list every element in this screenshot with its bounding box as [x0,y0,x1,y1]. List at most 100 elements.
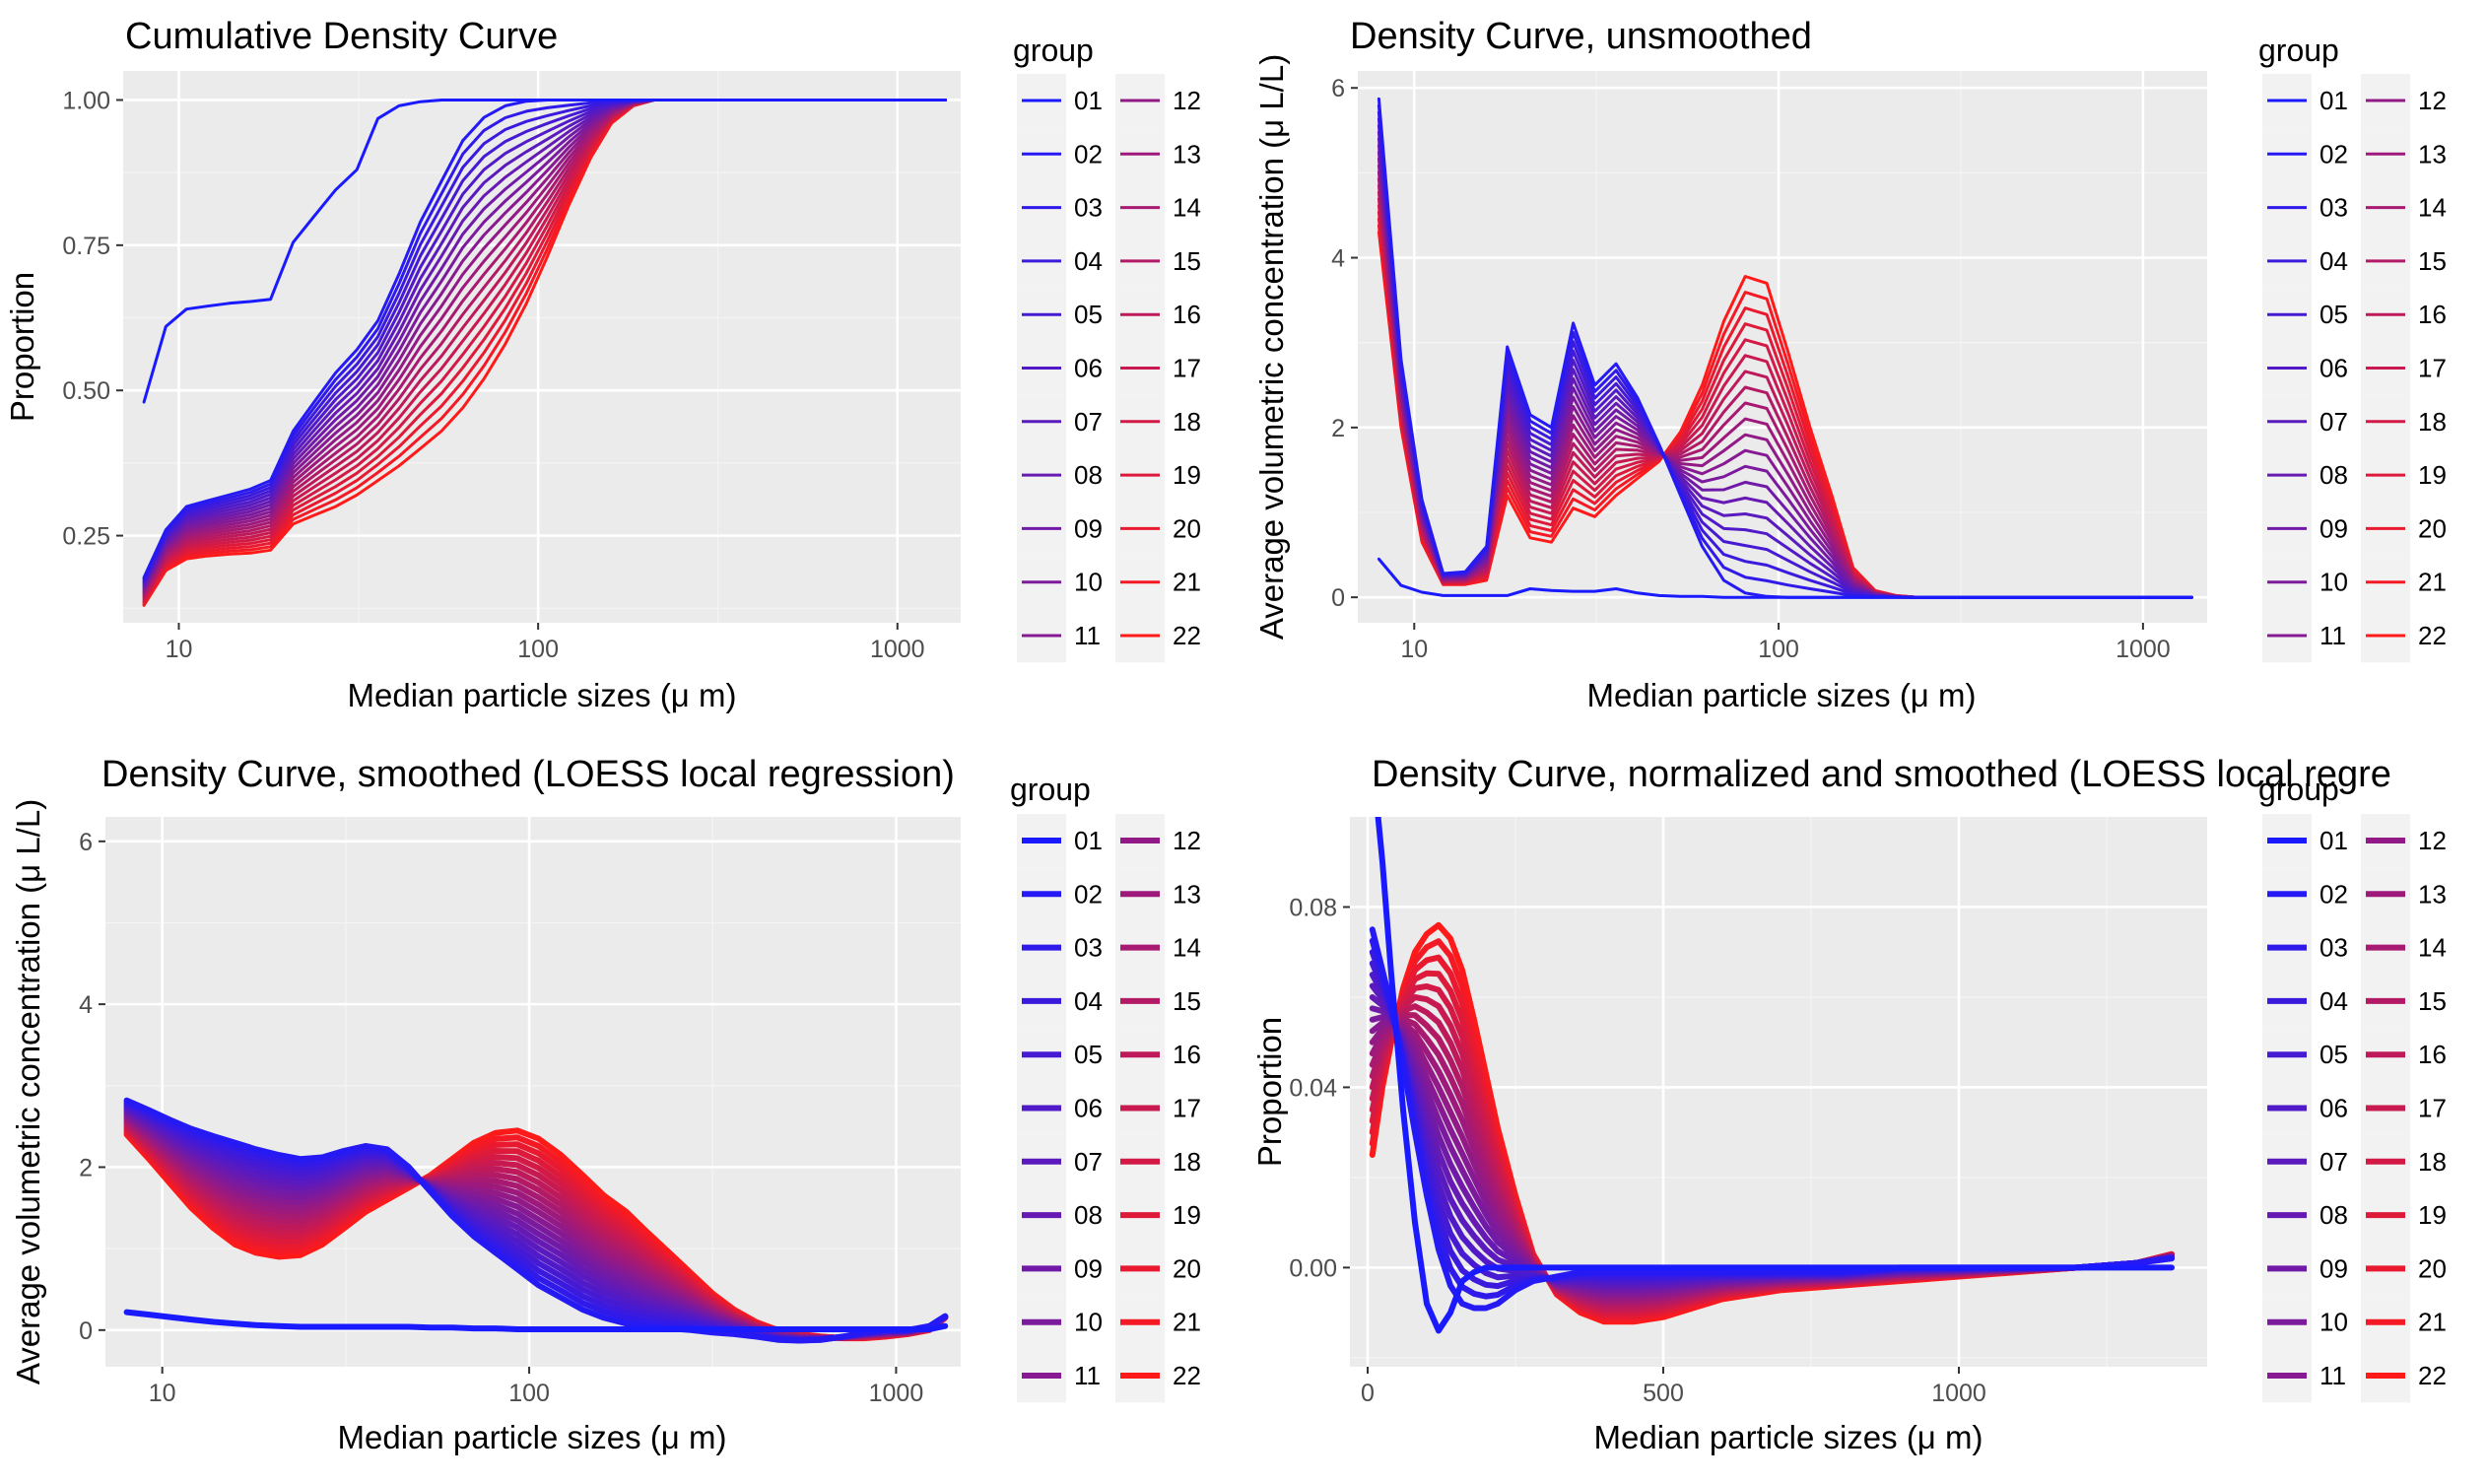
y-tick-label: 0.75 [62,233,110,260]
legend-label-02: 02 [2319,879,2348,909]
legend-label-12: 12 [2418,826,2447,855]
legend-label-18: 18 [1173,407,1201,437]
legend-label-02: 02 [1074,139,1103,169]
series-line-01 [1375,817,2175,1334]
legend-label-20: 20 [1173,513,1201,543]
legend-label-19: 19 [1173,460,1201,490]
legend-title: group [1010,772,1091,807]
y-tick-label: 0 [1331,584,1345,612]
legend-label-17: 17 [1173,354,1201,383]
legend-label-15: 15 [1173,986,1201,1016]
series-line-01 [142,99,947,404]
legend-label-15: 15 [1173,246,1201,276]
legend-label-13: 13 [2418,879,2447,909]
legend: group 01 02 03 04 05 06 07 08 09 10 11 12 13 14 15 16 17 1… [2258,33,2447,663]
chart-title: Density Curve, normalized and smoothed (… [1372,754,2391,795]
legend-label-16: 16 [1173,1040,1201,1069]
legend-label-04: 04 [1074,986,1103,1016]
legend-label-04: 04 [1074,246,1103,276]
legend-label-01: 01 [2319,826,2348,855]
x-tick-label: 100 [1758,636,1799,663]
legend-label-10: 10 [1074,568,1103,597]
legend-label-03: 03 [1074,193,1103,223]
y-tick-label: 2 [1331,415,1345,442]
legend-label-12: 12 [1173,86,1201,115]
y-tick-label: 0 [79,1317,93,1345]
x-tick-label: 1000 [870,636,925,663]
legend-label-07: 07 [2319,1147,2348,1177]
x-tick-label: 1000 [1931,1380,1986,1407]
legend-label-05: 05 [1074,300,1103,329]
legend-label-09: 09 [2319,1253,2348,1283]
y-tick-label: 0.00 [1289,1254,1337,1282]
legend-label-02: 02 [2319,139,2348,169]
legend-label-03: 03 [2319,193,2348,223]
legend-label-16: 16 [2418,1040,2447,1069]
legend-label-21: 21 [1173,1308,1201,1337]
legend-label-17: 17 [1173,1094,1201,1123]
legend-label-17: 17 [2418,1094,2447,1123]
legend-label-05: 05 [2319,300,2348,329]
legend-label-01: 01 [1074,826,1103,855]
y-tick-label: 1.00 [62,87,110,114]
legend: group 01 02 03 04 05 06 07 08 09 10 11 12 13 14 15 16 17 1… [1010,772,1201,1403]
legend-label-22: 22 [2418,1361,2447,1390]
legend-label-18: 18 [1173,1147,1201,1177]
legend-label-07: 07 [2319,407,2348,437]
x-axis-title: Median particle sizes (μ m) [1594,1419,1983,1455]
legend-label-08: 08 [2319,460,2348,490]
legend-label-18: 18 [2418,407,2447,437]
legend-label-21: 21 [2418,568,2447,597]
series-line-02 [123,1097,949,1344]
x-tick-label: 500 [1643,1380,1684,1407]
legend-label-05: 05 [1074,1040,1103,1069]
legend-label-14: 14 [2418,193,2447,223]
legend-label-15: 15 [2418,986,2447,1016]
series-line-01 [1377,557,2193,599]
y-tick-label: 0.50 [62,377,110,405]
legend-label-10: 10 [1074,1308,1103,1337]
legend-label-06: 06 [1074,1094,1103,1123]
y-tick-label: 0.25 [62,523,110,551]
legend-label-21: 21 [1173,568,1201,597]
x-tick-label: 1000 [869,1380,924,1407]
legend-label-17: 17 [2418,354,2447,383]
legend: group 01 02 03 04 05 06 07 08 09 10 11 12 13 14 15 16 17 1… [2258,772,2447,1403]
chart-title: Density Curve, unsmoothed [1350,16,1812,57]
y-tick-label: 4 [1331,245,1345,273]
legend-label-16: 16 [2418,300,2447,329]
legend-label-14: 14 [1173,933,1201,963]
legend-label-13: 13 [2418,139,2447,169]
legend-label-20: 20 [2418,513,2447,543]
x-tick-label: 10 [1400,636,1428,663]
x-tick-label: 100 [508,1380,550,1407]
legend-label-14: 14 [1173,193,1201,223]
legend-label-07: 07 [1074,407,1103,437]
legend-label-15: 15 [2418,246,2447,276]
legend-label-13: 13 [1173,139,1201,169]
legend-label-09: 09 [1074,513,1103,543]
legend-title: group [1013,33,1094,68]
legend-label-08: 08 [1074,460,1103,490]
legend-label-18: 18 [2418,1147,2447,1177]
series-lines [123,1097,949,1344]
legend: group 01 02 03 04 05 06 07 08 09 10 11 12 13 14 15 16 17 1… [1013,33,1201,663]
y-tick-label: 2 [79,1154,93,1181]
x-tick-label: 10 [166,636,193,663]
legend-label-22: 22 [2418,621,2447,650]
legend-label-22: 22 [1173,621,1201,650]
legend-label-11: 11 [2319,1361,2346,1390]
legend-label-01: 01 [1074,86,1103,115]
legend-label-20: 20 [1173,1253,1201,1283]
legend-label-06: 06 [1074,354,1103,383]
legend-label-11: 11 [2319,621,2346,650]
legend-label-16: 16 [1173,300,1201,329]
series-line-01 [123,1309,949,1332]
legend-title: group [2258,772,2339,807]
x-tick-label: 1000 [2116,636,2171,663]
legend-label-03: 03 [1074,933,1103,963]
legend-label-13: 13 [1173,879,1201,909]
